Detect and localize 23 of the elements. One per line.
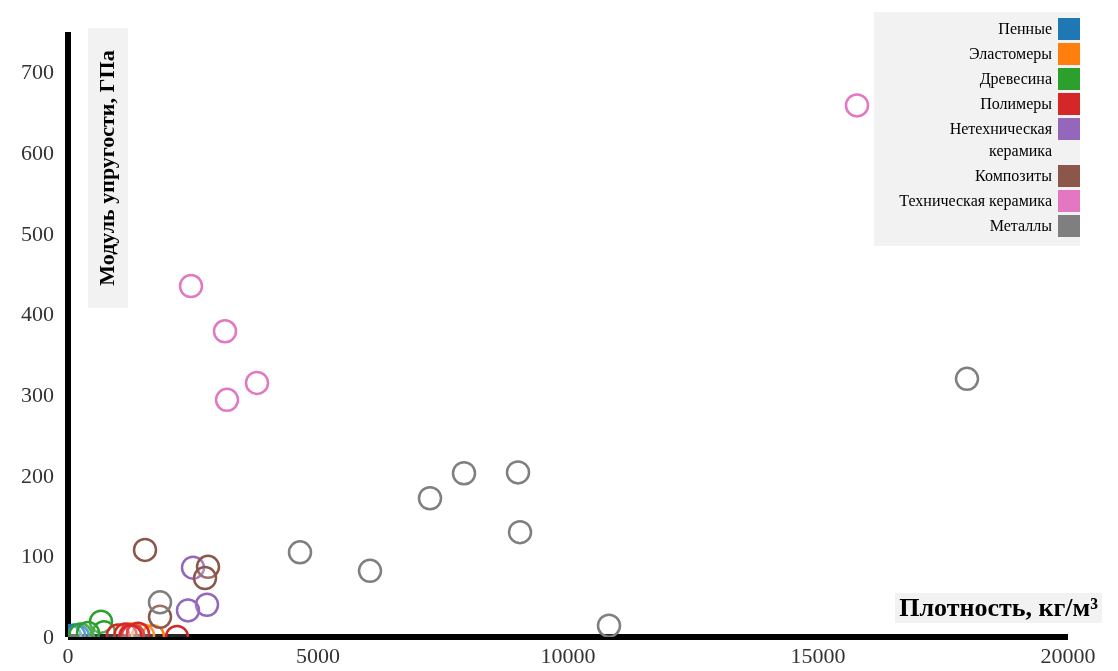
legend-label: Эластомеры (969, 44, 1052, 65)
legend-label: Полимеры (980, 94, 1052, 115)
y-tick-label: 100 (21, 543, 54, 569)
x-tick-label: 20000 (1040, 643, 1096, 668)
y-axis-title: Модуль упругости, ГПа (94, 49, 120, 288)
legend-label: Древесина (979, 69, 1052, 90)
y-tick-label: 0 (43, 624, 54, 649)
legend-label: Пенные (998, 19, 1052, 39)
x-tick-label: 10000 (540, 643, 596, 668)
legend-label: Композиты (975, 166, 1052, 186)
x-tick-label: 0 (62, 643, 74, 668)
x-axis-title: Плотность, кг/м³ (895, 593, 1102, 623)
y-tick-label: 700 (21, 59, 54, 85)
y-tick-label: 300 (21, 382, 54, 407)
y-tick-label: 500 (21, 220, 54, 246)
legend-label: Техническая керамика (899, 191, 1052, 212)
y-tick-label: 200 (21, 462, 54, 488)
legend-label: Металлы (989, 216, 1052, 236)
y-tick-label: 400 (21, 301, 54, 327)
legend-label: Нетехническая керамика (948, 119, 1052, 162)
x-tick-label: 5000 (296, 643, 340, 668)
x-tick-label: 15000 (790, 643, 846, 668)
y-tick-label: 600 (21, 140, 54, 165)
